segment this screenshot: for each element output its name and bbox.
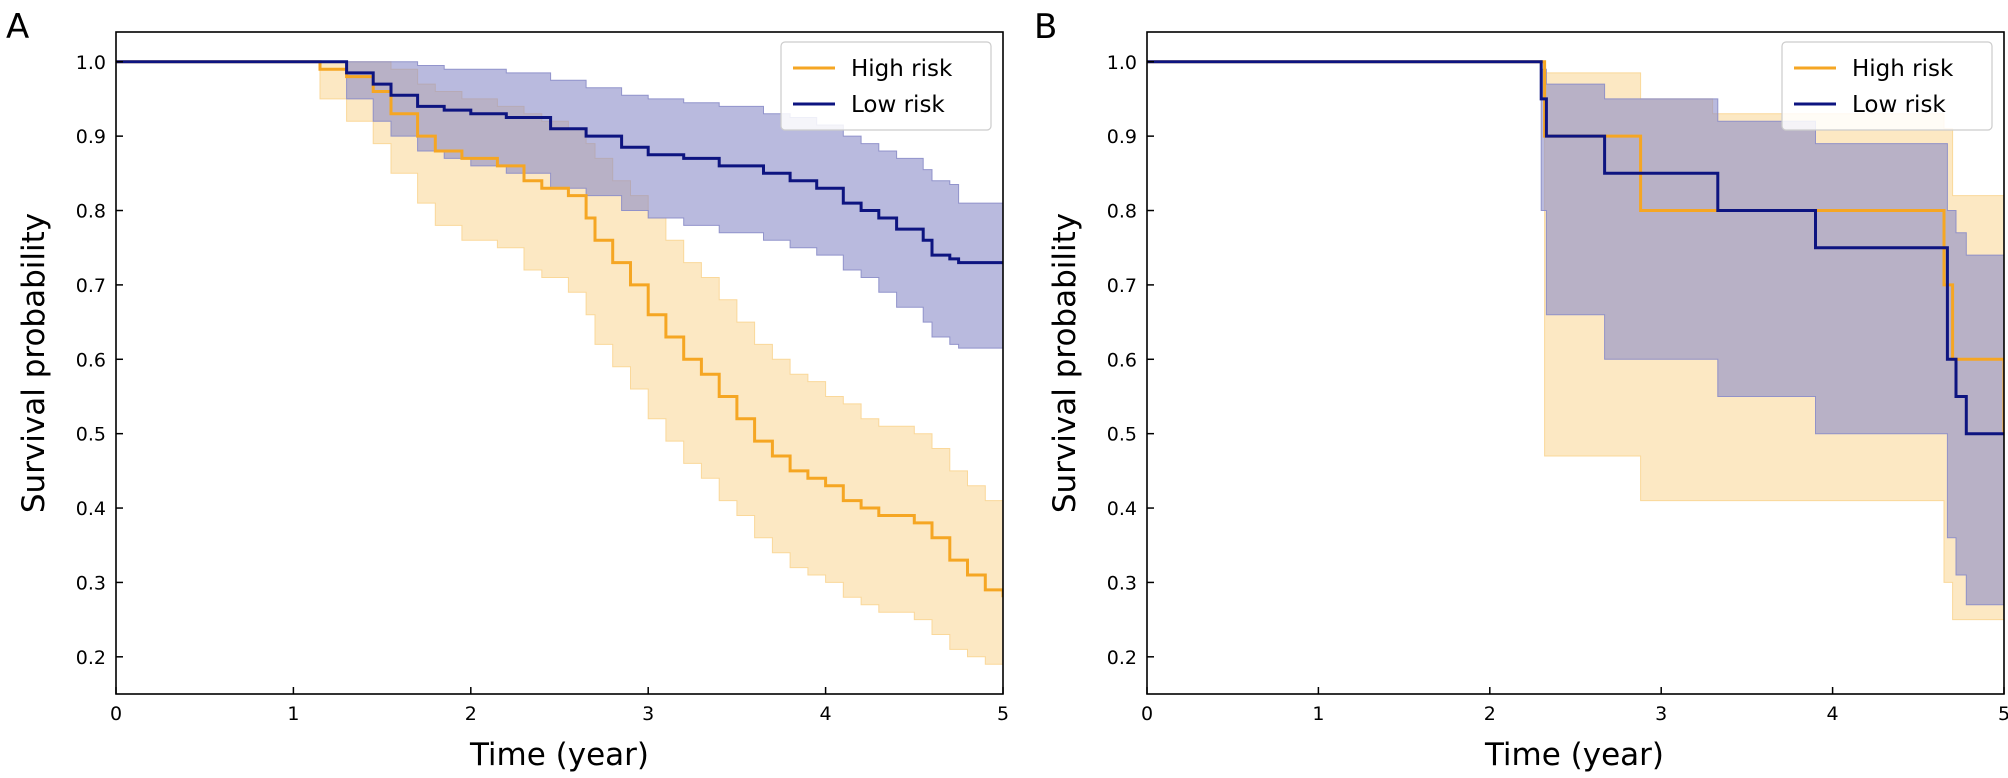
panel-letter: B — [1034, 7, 1057, 47]
axes-frame — [115, 31, 1004, 695]
legend-box — [780, 41, 992, 131]
y-axis-label: Survival probability — [16, 213, 52, 513]
x-tick-label: 4 — [1827, 703, 1839, 725]
legend: High risk Low risk — [1781, 41, 1993, 131]
x-tick-label: 5 — [1998, 703, 2008, 725]
y-tick-label: 0.8 — [76, 201, 106, 223]
x-tick-label: 1 — [1312, 703, 1324, 725]
low-risk-confidence-band — [116, 61, 1003, 349]
y-tick-label: 0.3 — [76, 572, 106, 594]
legend-box — [1781, 41, 1993, 131]
low-risk-survival-line — [116, 60, 1003, 265]
plot-area — [116, 60, 1003, 665]
y-tick-label: 0.7 — [76, 275, 106, 297]
high-risk-survival-line — [1147, 60, 2004, 434]
legend: High risk Low risk — [780, 41, 992, 131]
legend-label-low-risk: Low risk — [851, 92, 945, 118]
y-tick-label: 0.4 — [76, 498, 106, 520]
y-tick-label: 0.5 — [1107, 424, 1137, 446]
y-tick-label: 0.8 — [1107, 201, 1137, 223]
low-risk-survival-line — [1147, 60, 2004, 436]
y-tick-label: 1.0 — [76, 52, 106, 74]
legend-label-low-risk: Low risk — [1852, 92, 1946, 118]
legend-label-high-risk: High risk — [1852, 56, 1954, 82]
axes-frame — [1146, 31, 2005, 695]
legend-label-high-risk: High risk — [851, 56, 953, 82]
low-risk-confidence-band — [1147, 61, 2004, 606]
x-tick-label: 4 — [820, 703, 832, 725]
y-tick-label: 0.9 — [76, 126, 106, 148]
x-tick-label: 3 — [642, 703, 654, 725]
x-axis-label: Time (year) — [1484, 737, 1664, 773]
x-tick-label: 1 — [287, 703, 299, 725]
y-tick-label: 0.6 — [1107, 349, 1137, 371]
panel-a: 0 1 2 3 4 5 0.2 0.3 0.4 0.5 0.6 0.7 0.8 0.9 1.0 Time (y… — [6, 7, 1009, 773]
y-axis-label: Survival probability — [1047, 213, 1083, 513]
y-tick-label: 0.4 — [1107, 498, 1137, 520]
y-tick-label: 0.5 — [76, 424, 106, 446]
y-tick-label: 0.2 — [76, 647, 106, 669]
high-risk-survival-line — [116, 60, 1003, 598]
x-tick-label: 3 — [1655, 703, 1667, 725]
y-tick-label: 0.2 — [1107, 647, 1137, 669]
y-tick-label: 0.7 — [1107, 275, 1137, 297]
x-tick-label: 0 — [1141, 703, 1153, 725]
x-tick-label: 2 — [1484, 703, 1496, 725]
panel-b: 0 1 2 3 4 5 0.2 0.3 0.4 0.5 0.6 0.7 0.8 0.9 1.0 Time (y… — [1034, 7, 2008, 773]
panel-letter: A — [6, 7, 29, 47]
x-tick-label: 2 — [465, 703, 477, 725]
y-tick-label: 0.3 — [1107, 572, 1137, 594]
x-axis-label: Time (year) — [469, 737, 649, 773]
y-tick-label: 0.9 — [1107, 126, 1137, 148]
plot-area — [1147, 60, 2004, 621]
x-tick-label: 0 — [110, 703, 122, 725]
y-tick-label: 0.6 — [76, 349, 106, 371]
y-tick-label: 1.0 — [1107, 52, 1137, 74]
x-tick-label: 5 — [997, 703, 1009, 725]
